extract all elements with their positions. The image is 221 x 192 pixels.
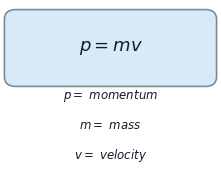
Text: $p = mv$: $p = mv$	[78, 39, 143, 57]
Text: $p =$ momentum: $p =$ momentum	[63, 88, 158, 104]
Text: $v =$ velocity: $v =$ velocity	[74, 147, 147, 164]
Text: $m =$ mass: $m =$ mass	[79, 119, 142, 132]
FancyBboxPatch shape	[4, 10, 217, 86]
